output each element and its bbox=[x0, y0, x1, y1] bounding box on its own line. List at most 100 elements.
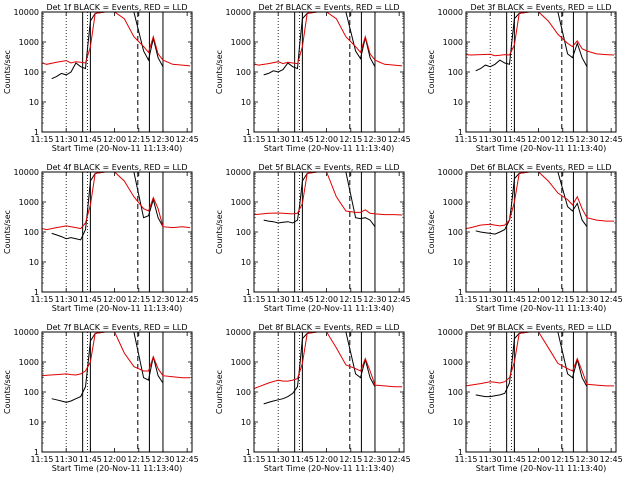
y-tick-label: 1000 bbox=[19, 358, 39, 367]
y-tick-label: 1 bbox=[246, 448, 251, 457]
x-tick-label: 12:45 bbox=[388, 455, 411, 464]
y-axis-label: Counts/sec bbox=[215, 210, 224, 254]
y-tick-label: 10 bbox=[453, 98, 463, 107]
series-line-lld bbox=[42, 172, 191, 231]
x-tick-label: 12:30 bbox=[363, 135, 386, 144]
panel-det-3: Det 3f BLACK = Events, RED = LLD 1 10 100 10… bbox=[427, 3, 623, 153]
x-tick-label: 12:00 bbox=[527, 135, 550, 144]
y-tick-label: 10 bbox=[453, 258, 463, 267]
series-line-lld bbox=[254, 332, 403, 390]
y-tick-label: 10 bbox=[241, 258, 251, 267]
x-tick-label: 11:45 bbox=[291, 295, 314, 304]
y-tick-label: 1 bbox=[246, 128, 251, 137]
y-tick-label: 10000 bbox=[226, 328, 251, 337]
x-tick-label: 12:00 bbox=[527, 295, 550, 304]
y-axis-label: Counts/sec bbox=[3, 370, 12, 414]
x-tick-label: 11:30 bbox=[55, 135, 78, 144]
plot-frame bbox=[465, 171, 617, 293]
x-tick-label: 11:30 bbox=[267, 135, 290, 144]
plot-frame bbox=[253, 11, 405, 133]
y-tick-label: 10 bbox=[453, 418, 463, 427]
y-tick-label: 1 bbox=[458, 448, 463, 457]
x-tick-label: 12:30 bbox=[151, 295, 174, 304]
y-axis-label: Counts/sec bbox=[215, 50, 224, 94]
plot-frame bbox=[465, 331, 617, 453]
y-tick-label: 100 bbox=[236, 388, 251, 397]
x-tick-label: 11:45 bbox=[79, 135, 102, 144]
x-tick-label: 12:30 bbox=[575, 295, 598, 304]
y-tick-label: 1 bbox=[34, 128, 39, 137]
x-tick-label: 11:45 bbox=[79, 295, 102, 304]
x-axis-label: Start Time (20-Nov-11 11:13:40) bbox=[52, 144, 182, 153]
y-tick-label: 10000 bbox=[438, 8, 463, 17]
x-axis-label: Start Time (20-Nov-11 11:13:40) bbox=[264, 464, 394, 473]
x-tick-label: 12:00 bbox=[103, 455, 126, 464]
y-tick-label: 10 bbox=[241, 418, 251, 427]
x-tick-label: 12:45 bbox=[176, 135, 199, 144]
y-tick-label: 1000 bbox=[19, 198, 39, 207]
x-tick-label: 12:00 bbox=[315, 295, 338, 304]
panel-det-8: Det 8f BLACK = Events, RED = LLD 1 10 100 10… bbox=[215, 323, 411, 473]
x-tick-label: 11:15 bbox=[242, 135, 265, 144]
plot-frame bbox=[41, 171, 193, 293]
series-line-events bbox=[263, 12, 376, 76]
y-tick-label: 1000 bbox=[19, 38, 39, 47]
series-line-events bbox=[51, 332, 164, 403]
x-tick-label: 11:15 bbox=[242, 295, 265, 304]
y-axis-label: Counts/sec bbox=[427, 210, 436, 254]
x-tick-label: 11:15 bbox=[242, 455, 265, 464]
x-tick-label: 12:45 bbox=[600, 295, 623, 304]
chart-title: Det 1f BLACK = Events, RED = LLD bbox=[46, 3, 187, 12]
series-line-lld bbox=[466, 172, 615, 230]
panel-det-7: Det 7f BLACK = Events, RED = LLD 1 10 100 10… bbox=[3, 323, 199, 473]
x-axis-label: Start Time (20-Nov-11 11:13:40) bbox=[52, 464, 182, 473]
y-tick-label: 100 bbox=[236, 68, 251, 77]
y-tick-label: 10 bbox=[29, 258, 39, 267]
x-tick-label: 12:30 bbox=[151, 135, 174, 144]
chart-title: Det 5f BLACK = Events, RED = LLD bbox=[258, 163, 399, 172]
x-tick-label: 12:15 bbox=[551, 455, 574, 464]
x-tick-label: 12:15 bbox=[551, 295, 574, 304]
x-tick-label: 11:15 bbox=[454, 455, 477, 464]
plot-frame bbox=[253, 331, 405, 453]
y-tick-label: 1000 bbox=[231, 198, 251, 207]
panel-det-4: Det 4f BLACK = Events, RED = LLD 1 10 100 10… bbox=[3, 163, 199, 313]
x-tick-label: 12:15 bbox=[127, 455, 150, 464]
x-tick-label: 12:45 bbox=[388, 295, 411, 304]
series-line-lld bbox=[466, 12, 615, 57]
series-line-lld bbox=[254, 12, 403, 67]
y-tick-label: 10000 bbox=[14, 328, 39, 337]
x-tick-label: 12:45 bbox=[388, 135, 411, 144]
x-tick-label: 11:15 bbox=[30, 135, 53, 144]
y-tick-label: 100 bbox=[24, 228, 39, 237]
chart-title: Det 4f BLACK = Events, RED = LLD bbox=[46, 163, 187, 172]
x-tick-label: 12:45 bbox=[176, 455, 199, 464]
x-tick-label: 12:45 bbox=[600, 135, 623, 144]
y-tick-label: 1 bbox=[34, 448, 39, 457]
y-tick-label: 1 bbox=[34, 288, 39, 297]
x-tick-label: 12:00 bbox=[315, 135, 338, 144]
plot-frame bbox=[465, 11, 617, 133]
x-tick-label: 12:00 bbox=[527, 455, 550, 464]
x-tick-label: 12:30 bbox=[363, 455, 386, 464]
y-tick-label: 1000 bbox=[443, 198, 463, 207]
x-tick-label: 11:15 bbox=[30, 295, 53, 304]
chart-title: Det 3f BLACK = Events, RED = LLD bbox=[470, 3, 611, 12]
x-axis-label: Start Time (20-Nov-11 11:13:40) bbox=[264, 304, 394, 313]
x-axis-label: Start Time (20-Nov-11 11:13:40) bbox=[476, 304, 606, 313]
x-tick-label: 12:15 bbox=[339, 135, 362, 144]
y-tick-label: 10000 bbox=[14, 168, 39, 177]
panel-det-2: Det 2f BLACK = Events, RED = LLD 1 10 100 10… bbox=[215, 3, 411, 153]
y-tick-label: 10 bbox=[241, 98, 251, 107]
x-tick-label: 11:30 bbox=[479, 295, 502, 304]
x-tick-label: 12:00 bbox=[315, 455, 338, 464]
series-line-lld bbox=[42, 12, 191, 67]
plot-frame bbox=[253, 171, 405, 293]
chart-title: Det 8f BLACK = Events, RED = LLD bbox=[258, 323, 399, 332]
x-tick-label: 11:30 bbox=[55, 295, 78, 304]
series-line-events bbox=[263, 172, 376, 227]
y-tick-label: 1000 bbox=[231, 38, 251, 47]
chart-title: Det 9f BLACK = Events, RED = LLD bbox=[470, 323, 611, 332]
x-tick-label: 11:45 bbox=[79, 455, 102, 464]
